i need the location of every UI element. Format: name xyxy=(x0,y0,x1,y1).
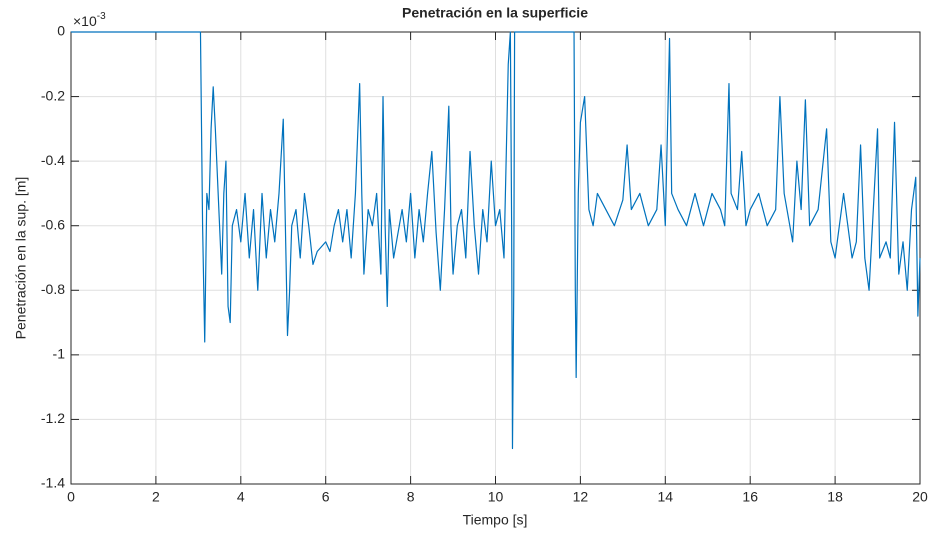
x-tick-label: 16 xyxy=(742,489,758,505)
y-tick-label: -1.2 xyxy=(41,410,65,426)
y-tick-label: -0.2 xyxy=(41,87,65,103)
x-tick-label: 6 xyxy=(322,489,330,505)
chart-title: Penetración en la superficie xyxy=(402,5,588,21)
x-tick-label: 20 xyxy=(912,489,928,505)
y-tick-label: -0.6 xyxy=(41,216,65,232)
y-tick-label: -0.8 xyxy=(41,281,65,297)
x-tick-label: 2 xyxy=(152,489,160,505)
y-exponent: ×10-3 xyxy=(73,11,106,29)
x-tick-label: 18 xyxy=(827,489,843,505)
y-tick-label: -0.4 xyxy=(41,152,65,168)
x-tick-label: 8 xyxy=(407,489,415,505)
data-line xyxy=(71,31,921,450)
y-exponent-base: ×10 xyxy=(73,13,97,29)
y-axis-label: Penetración en la sup. [m] xyxy=(13,177,29,340)
y-tick-label: -1 xyxy=(53,346,66,362)
y-tick-label: -1.4 xyxy=(41,475,65,491)
y-exponent-power: -3 xyxy=(97,11,106,22)
x-tick-label: 0 xyxy=(67,489,75,505)
x-tick-label: 4 xyxy=(237,489,245,505)
x-axis-label: Tiempo [s] xyxy=(463,512,528,528)
x-tick-label: 12 xyxy=(573,489,589,505)
y-tick-label: 0 xyxy=(57,23,65,39)
x-tick-label: 14 xyxy=(658,489,674,505)
x-tick-label: 10 xyxy=(488,489,504,505)
